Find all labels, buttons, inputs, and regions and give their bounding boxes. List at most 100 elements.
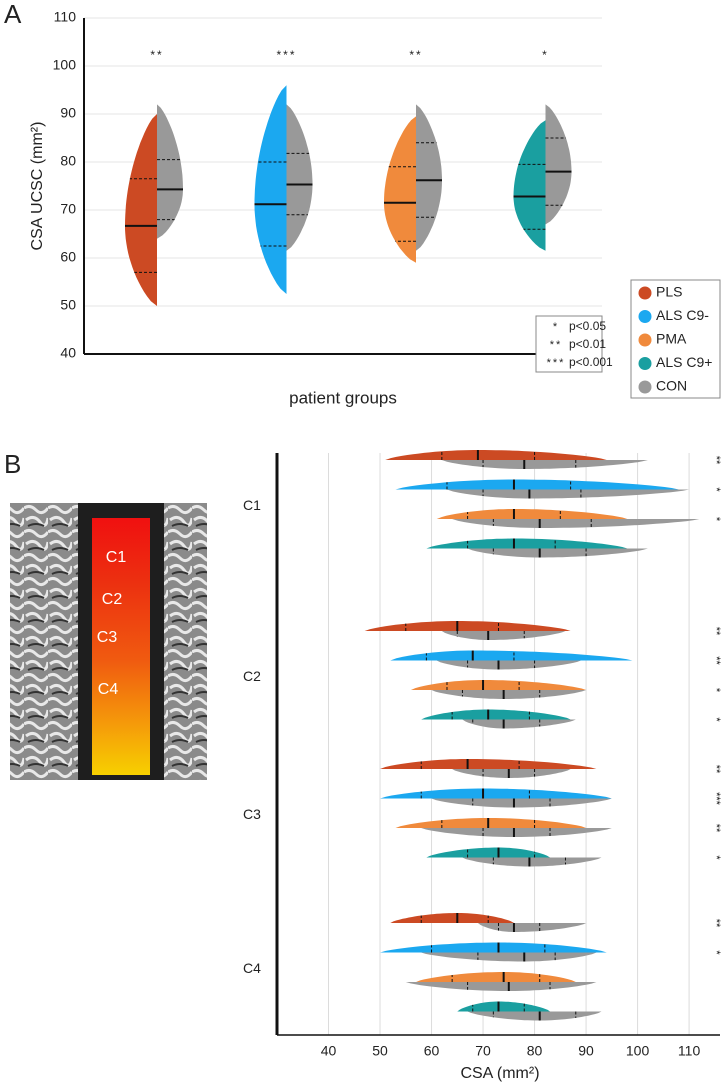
level-label: C1 xyxy=(243,497,261,513)
significance: * xyxy=(710,487,722,492)
sig-legend-label: p<0.05 xyxy=(569,319,606,333)
level-label: C3 xyxy=(243,806,261,822)
panel-label: B xyxy=(4,449,21,479)
violin-half xyxy=(467,1011,602,1021)
level-label: C4 xyxy=(243,960,261,976)
violin-half xyxy=(447,489,690,499)
segment-label: C1 xyxy=(106,549,127,566)
x-tick-label: 90 xyxy=(578,1043,594,1059)
violin-half xyxy=(467,548,648,558)
significance: ** xyxy=(710,656,722,665)
significance: ** xyxy=(710,627,722,636)
sig-legend-label: p<0.001 xyxy=(569,355,613,369)
violin-half xyxy=(436,660,581,670)
violin-half xyxy=(364,621,571,631)
violin-half xyxy=(416,104,442,251)
significance: * xyxy=(710,855,722,860)
y-tick-label: 40 xyxy=(60,345,76,361)
violin-half xyxy=(390,913,514,923)
violin-half xyxy=(410,680,587,690)
x-tick-label: 100 xyxy=(626,1043,650,1059)
legend-label: PLS xyxy=(656,284,682,300)
violin-half xyxy=(254,85,287,294)
significance: * xyxy=(710,717,722,722)
violin-half xyxy=(395,818,587,828)
significance: * xyxy=(542,48,549,62)
sig-legend-label: p<0.01 xyxy=(569,337,606,351)
violin-half xyxy=(390,650,633,661)
violin-half xyxy=(545,104,572,225)
violin-half xyxy=(384,116,416,263)
violin-half xyxy=(125,114,157,306)
legend-swatch xyxy=(638,357,652,370)
sig-legend-mark: * xyxy=(553,321,559,333)
sig-legend-box xyxy=(535,315,603,373)
x-tick-label: 50 xyxy=(372,1043,388,1059)
legend-label: ALS C9+ xyxy=(656,354,712,370)
violin-half xyxy=(436,509,628,519)
sig-legend-mark: ** xyxy=(550,339,563,351)
violin-half xyxy=(457,1001,550,1012)
violin-half xyxy=(462,719,576,729)
x-tick-label: 110 xyxy=(678,1043,701,1059)
x-tick-label: 60 xyxy=(424,1043,440,1059)
y-tick-label: 60 xyxy=(60,249,76,265)
panel-label: A xyxy=(4,0,22,29)
mri-image: C1 C2 C3 C4 xyxy=(10,503,207,780)
legend-swatch xyxy=(638,286,652,300)
y-tick-label: 90 xyxy=(60,105,76,121)
x-axis-label: CSA (mm²) xyxy=(460,1065,539,1082)
y-tick-label: 100 xyxy=(53,57,77,73)
violin-half xyxy=(157,104,183,239)
violin-half xyxy=(421,828,612,837)
violin-half xyxy=(452,769,571,778)
segment-label: C2 xyxy=(102,591,123,608)
level-label: C2 xyxy=(243,668,261,684)
legend-swatch xyxy=(638,380,652,394)
legend-label: CON xyxy=(656,378,687,394)
violin-half xyxy=(452,519,700,528)
violin-half xyxy=(385,450,607,460)
violin-half xyxy=(426,538,628,549)
y-tick-label: 70 xyxy=(60,201,76,217)
violin-half xyxy=(286,104,313,251)
segment-label: C3 xyxy=(97,629,118,646)
y-tick-label: 50 xyxy=(60,297,76,313)
x-axis-label: patient groups xyxy=(289,388,397,407)
y-tick-label: 80 xyxy=(60,153,76,169)
significance: ** xyxy=(409,48,422,62)
violin-half xyxy=(405,982,597,991)
violin-half xyxy=(477,923,587,932)
violin-half xyxy=(426,847,550,858)
violin-half xyxy=(380,788,612,799)
violin-half xyxy=(421,709,571,720)
significance: ** xyxy=(150,48,163,62)
violin-half xyxy=(416,972,576,982)
significance: * xyxy=(710,688,722,693)
significance: ** xyxy=(710,919,722,928)
significance: * xyxy=(710,950,722,955)
violin-half xyxy=(513,120,546,251)
cord xyxy=(92,518,150,775)
x-tick-label: 80 xyxy=(527,1043,543,1059)
legend-swatch xyxy=(638,310,652,323)
violin-half xyxy=(380,942,607,953)
legend-swatch xyxy=(638,333,652,347)
violin-half xyxy=(441,460,648,469)
x-tick-label: 70 xyxy=(475,1043,491,1059)
violin-half xyxy=(380,759,597,769)
y-axis-label: CSA UCSC (mm²) xyxy=(29,122,46,251)
violin-half xyxy=(431,798,612,808)
legend-label: ALS C9- xyxy=(656,307,709,323)
violin-half xyxy=(421,952,597,962)
sig-legend-mark: *** xyxy=(547,357,566,369)
segment-label: C4 xyxy=(98,681,119,698)
significance: *** xyxy=(710,792,722,806)
legend-label: PMA xyxy=(656,331,687,347)
significance: ** xyxy=(710,765,722,774)
violin-half xyxy=(462,857,602,867)
significance: ** xyxy=(710,824,722,833)
significance: * xyxy=(710,517,722,522)
y-tick-label: 110 xyxy=(54,9,77,25)
